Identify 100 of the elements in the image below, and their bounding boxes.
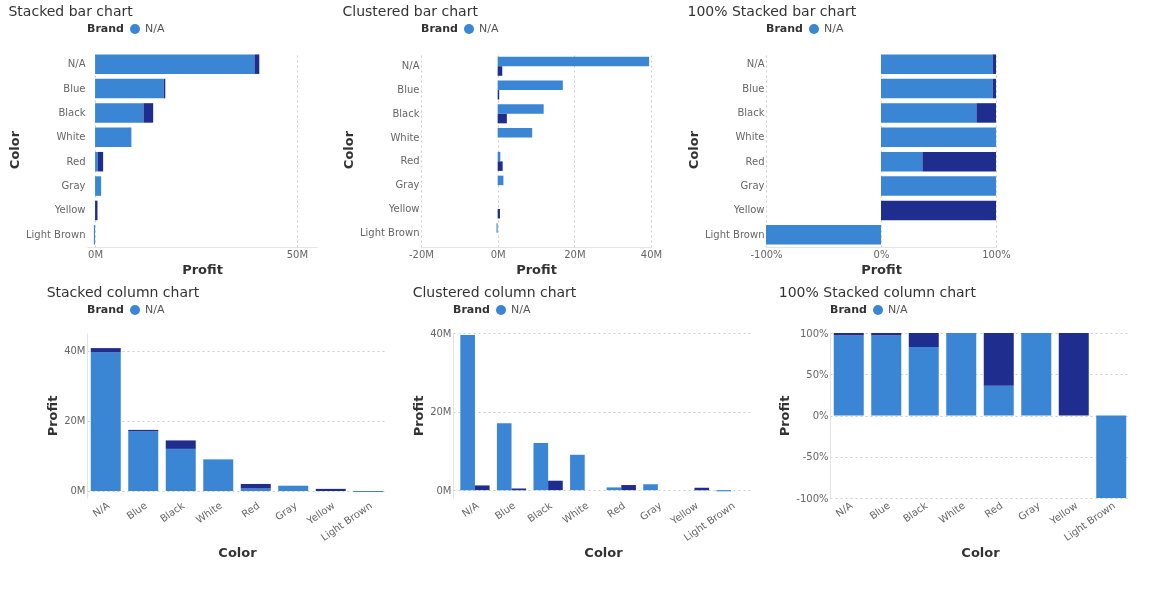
bar xyxy=(90,352,121,491)
chart-title: Clustered column chart xyxy=(412,284,577,300)
x-tick-label: Blue xyxy=(124,499,149,522)
y-tick-label: 100% xyxy=(799,327,829,339)
y-tick-label: 40M xyxy=(64,345,86,357)
bar xyxy=(95,103,144,123)
x-tick-label: N/A xyxy=(459,499,481,519)
x-axis-title: Profit xyxy=(516,261,557,277)
bar xyxy=(1096,415,1127,498)
y-tick-label: -50% xyxy=(802,451,829,463)
y-tick-label: White xyxy=(735,131,765,143)
legend-title: Brand xyxy=(830,303,867,316)
y-tick-label: 0M xyxy=(70,485,86,497)
x-tick-label: Red xyxy=(605,499,628,520)
x-axis-title: Color xyxy=(584,544,624,560)
x-tick-label: N/A xyxy=(90,499,112,519)
bar xyxy=(497,113,507,124)
y-tick-label: Yellow xyxy=(387,202,420,214)
x-tick-label: 100% xyxy=(982,248,1011,260)
bar xyxy=(983,333,1014,386)
bar xyxy=(548,480,563,491)
bar xyxy=(881,176,996,196)
y-tick-label: Gray xyxy=(61,180,86,192)
y-tick-label: N/A xyxy=(401,60,420,72)
y-tick-label: 0M xyxy=(436,484,452,496)
chart-title: Stacked bar chart xyxy=(8,3,134,19)
x-tick-label: Gray xyxy=(273,499,300,523)
bar xyxy=(143,103,154,123)
y-tick-label: Yellow xyxy=(732,204,765,216)
bar xyxy=(460,334,475,491)
x-tick-label: 40M xyxy=(640,248,663,260)
x-tick-label: 0M xyxy=(88,248,104,260)
bar xyxy=(497,80,563,91)
legend-label: N/A xyxy=(479,22,499,35)
x-axis-title: Profit xyxy=(182,261,223,277)
legend-label: N/A xyxy=(511,303,531,316)
bar xyxy=(1021,333,1052,416)
y-tick-label: 0% xyxy=(812,410,829,421)
x-axis-title: Profit xyxy=(861,261,902,277)
bar xyxy=(95,151,98,172)
bar xyxy=(976,103,996,123)
bar xyxy=(165,448,196,491)
chart-title: 100% Stacked bar chart xyxy=(687,3,857,19)
legend-title: Brand xyxy=(87,303,124,316)
bar xyxy=(497,66,503,76)
legend-label: N/A xyxy=(145,303,165,316)
bar xyxy=(497,56,650,67)
legend-title: Brand xyxy=(766,22,803,35)
bar xyxy=(606,487,622,491)
y-tick-label: Red xyxy=(66,155,86,167)
bar xyxy=(165,440,196,449)
x-tick-label: Red xyxy=(982,499,1005,520)
x-tick-label: 0M xyxy=(490,248,506,260)
y-axis-title: Color xyxy=(340,130,356,170)
y-tick-label: Blue xyxy=(397,84,420,96)
y-tick-label: Black xyxy=(392,107,420,119)
y-tick-label: Yellow xyxy=(53,204,86,216)
legend-label: N/A xyxy=(824,22,844,35)
y-tick-label: N/A xyxy=(746,58,765,70)
bar xyxy=(533,443,549,491)
bar xyxy=(497,104,544,114)
y-tick-label: White xyxy=(390,131,420,143)
bar xyxy=(128,431,159,491)
bar xyxy=(881,127,996,148)
y-axis-title: Color xyxy=(6,130,22,170)
bar xyxy=(881,54,993,74)
y-tick-label: Black xyxy=(737,106,765,118)
bar xyxy=(908,333,939,348)
bar xyxy=(621,485,636,491)
bar xyxy=(95,54,255,74)
y-tick-label: Blue xyxy=(63,82,86,94)
x-axis-title: Color xyxy=(218,544,258,560)
bar xyxy=(497,161,503,171)
y-tick-label: Gray xyxy=(395,179,420,191)
bar xyxy=(90,348,121,353)
x-tick-label: Blue xyxy=(867,499,892,522)
bar xyxy=(496,423,512,491)
chart-title: Stacked column chart xyxy=(46,284,200,300)
y-axis-title: Profit xyxy=(777,395,793,437)
bar xyxy=(833,335,864,416)
x-tick-label: Blue xyxy=(492,499,518,522)
y-tick-label: Gray xyxy=(740,180,765,192)
bar xyxy=(946,333,977,416)
x-axis-title: Color xyxy=(961,544,1001,560)
bar xyxy=(474,485,490,491)
bar xyxy=(881,103,977,123)
x-tick-label: Gray xyxy=(637,499,664,523)
y-axis-title: Profit xyxy=(45,395,61,437)
bar xyxy=(908,347,939,416)
y-tick-label: 20M xyxy=(64,415,86,427)
x-tick-label: 20M xyxy=(564,248,586,260)
x-tick-label: -20M xyxy=(409,248,434,260)
x-tick-label: 50M xyxy=(286,248,308,260)
bar xyxy=(254,54,260,74)
y-axis-title: Profit xyxy=(411,395,427,437)
legend-label: N/A xyxy=(888,303,908,316)
bar xyxy=(881,151,923,172)
y-tick-label: Blue xyxy=(742,82,765,94)
bar xyxy=(881,78,993,99)
bar xyxy=(766,225,881,245)
